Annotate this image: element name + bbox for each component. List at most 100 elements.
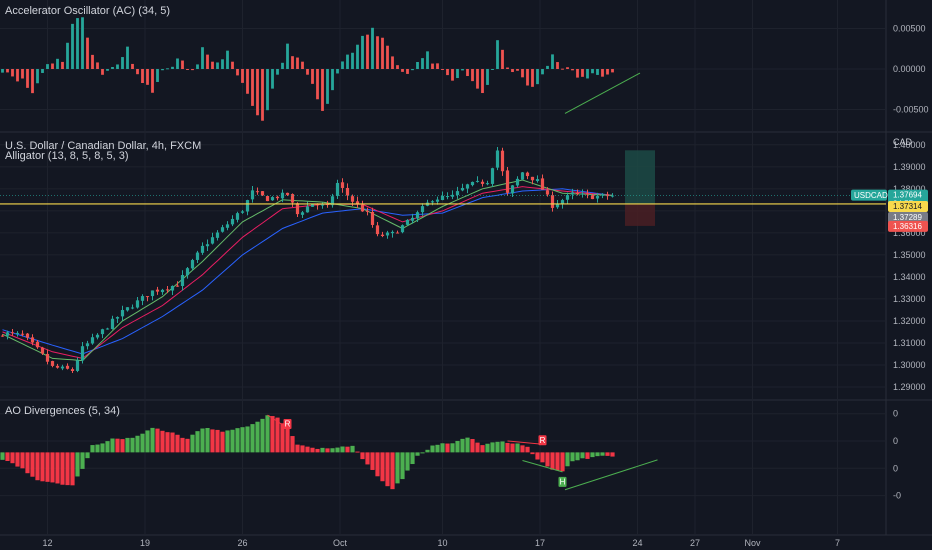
ac-bar[interactable] xyxy=(266,69,269,111)
candle[interactable] xyxy=(605,194,610,197)
candle[interactable] xyxy=(465,184,470,189)
ac-bar[interactable] xyxy=(436,63,439,69)
candle[interactable] xyxy=(390,231,395,234)
ac-bar[interactable] xyxy=(421,58,424,69)
ac-bar[interactable] xyxy=(561,68,564,70)
ao-bar[interactable] xyxy=(570,452,575,462)
ac-bar[interactable] xyxy=(376,36,379,69)
ao-bar[interactable] xyxy=(525,446,530,453)
ac-bar[interactable] xyxy=(116,64,119,69)
ao-bar[interactable] xyxy=(360,452,365,460)
ac-bar[interactable] xyxy=(566,67,569,69)
ac-pane[interactable] xyxy=(1,17,641,121)
candle[interactable] xyxy=(100,329,105,335)
ac-bar[interactable] xyxy=(101,69,104,75)
candle[interactable] xyxy=(365,210,370,212)
ac-bar[interactable] xyxy=(346,54,349,69)
ao-bar[interactable] xyxy=(150,427,155,453)
ao-bar[interactable] xyxy=(435,444,440,453)
ac-bar[interactable] xyxy=(166,68,169,70)
ao-bar[interactable] xyxy=(25,452,30,474)
ac-bar[interactable] xyxy=(486,69,489,85)
candle[interactable] xyxy=(345,187,350,196)
ac-bar[interactable] xyxy=(596,69,599,75)
ac-bar[interactable] xyxy=(26,69,29,88)
ac-bar[interactable] xyxy=(571,69,574,71)
ac-bar[interactable] xyxy=(336,69,339,74)
candle[interactable] xyxy=(150,290,155,297)
candle[interactable] xyxy=(270,197,275,201)
ao-bar[interactable] xyxy=(130,437,135,453)
ao-bar[interactable] xyxy=(595,452,600,457)
candle[interactable] xyxy=(590,194,595,200)
candle[interactable] xyxy=(85,343,90,347)
divergence-badge[interactable] xyxy=(538,435,547,446)
candle[interactable] xyxy=(330,196,335,206)
candle[interactable] xyxy=(540,178,545,190)
ac-bar[interactable] xyxy=(356,44,359,69)
ac-bar[interactable] xyxy=(521,69,524,78)
candle[interactable] xyxy=(480,181,485,184)
ac-bar[interactable] xyxy=(241,69,244,83)
candle[interactable] xyxy=(65,365,70,369)
ac-bar[interactable] xyxy=(231,61,234,69)
candle[interactable] xyxy=(265,196,270,202)
candle[interactable] xyxy=(580,193,585,195)
ac-bar[interactable] xyxy=(316,69,319,100)
candle[interactable] xyxy=(300,212,305,215)
ao-pane[interactable]: R R H xyxy=(0,414,658,491)
ac-bar[interactable] xyxy=(481,69,484,94)
ac-bar[interactable] xyxy=(131,63,134,69)
ao-bar[interactable] xyxy=(5,452,10,462)
ao-bar[interactable] xyxy=(480,445,485,453)
ac-bar[interactable] xyxy=(51,63,54,69)
ao-bar[interactable] xyxy=(105,441,110,453)
ao-bar[interactable] xyxy=(245,426,250,453)
ao-bar[interactable] xyxy=(205,428,210,453)
candle[interactable] xyxy=(255,191,260,193)
candle[interactable] xyxy=(295,203,300,215)
ao-bar[interactable] xyxy=(35,452,40,481)
ao-bar[interactable] xyxy=(305,446,310,453)
ao-bar[interactable] xyxy=(55,452,60,484)
ac-bar[interactable] xyxy=(426,51,429,69)
ac-bar[interactable] xyxy=(186,69,189,70)
ac-bar[interactable] xyxy=(191,69,194,71)
ao-bar[interactable] xyxy=(530,452,535,455)
ac-bar[interactable] xyxy=(141,69,144,84)
ao-bar[interactable] xyxy=(45,452,50,482)
ao-bar[interactable] xyxy=(470,439,475,453)
ao-bar[interactable] xyxy=(400,452,405,480)
candle[interactable] xyxy=(570,192,575,195)
candle[interactable] xyxy=(240,211,245,213)
ao-bar[interactable] xyxy=(395,452,400,484)
candle[interactable] xyxy=(145,296,150,298)
divergence-badge[interactable] xyxy=(558,476,567,487)
ac-bar[interactable] xyxy=(406,69,409,74)
ac-bar[interactable] xyxy=(496,40,499,69)
ao-bar[interactable] xyxy=(340,446,345,453)
candle[interactable] xyxy=(35,341,40,348)
ao-bar[interactable] xyxy=(380,452,385,482)
ac-bar[interactable] xyxy=(371,27,374,69)
candle[interactable] xyxy=(55,365,60,368)
ao-bar[interactable] xyxy=(420,452,425,454)
ao-bar[interactable] xyxy=(440,443,445,453)
candle[interactable] xyxy=(195,252,200,260)
ao-bar[interactable] xyxy=(40,452,45,482)
ao-bar[interactable] xyxy=(390,452,395,490)
ao-bar[interactable] xyxy=(375,452,380,477)
candle[interactable] xyxy=(120,310,125,317)
ao-bar[interactable] xyxy=(65,452,70,486)
ao-bar[interactable] xyxy=(365,452,370,465)
candle[interactable] xyxy=(115,317,120,319)
ao-bar[interactable] xyxy=(95,444,100,453)
candle[interactable] xyxy=(560,200,565,205)
candle[interactable] xyxy=(45,353,50,362)
ac-bar[interactable] xyxy=(206,54,209,69)
candle[interactable] xyxy=(40,347,45,354)
ac-trendline[interactable] xyxy=(564,72,641,114)
ac-bar[interactable] xyxy=(66,42,69,69)
candle[interactable] xyxy=(15,332,20,334)
candle[interactable] xyxy=(495,150,500,168)
